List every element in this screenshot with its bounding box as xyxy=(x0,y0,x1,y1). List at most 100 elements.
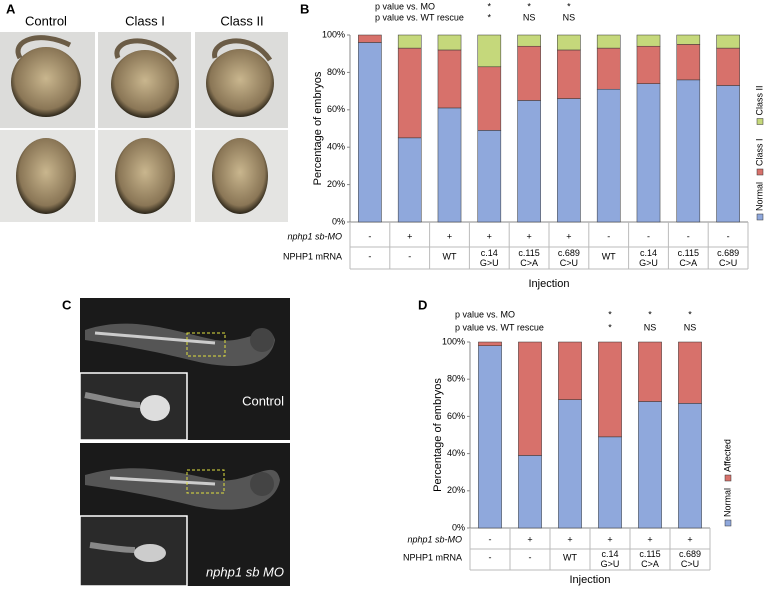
bar-segment xyxy=(477,130,502,223)
table-cell: c.14 G>U xyxy=(639,248,658,268)
photo-caption: Control xyxy=(242,393,284,408)
table-cell: - xyxy=(368,251,371,261)
row-label: NPHP1 mRNA xyxy=(283,251,342,261)
photo-caption: nphp1 sb MO xyxy=(206,564,284,579)
bar-segment xyxy=(596,34,621,49)
panel-c-photos xyxy=(79,298,290,587)
table-cell: c.689 C>U xyxy=(558,248,580,268)
bar-segment xyxy=(638,341,662,402)
significance-mark: * xyxy=(488,12,492,22)
panel-label: C xyxy=(62,297,72,312)
significance-mark: NS xyxy=(684,322,697,332)
legend-label: Class II xyxy=(754,85,764,115)
bar-segment xyxy=(676,79,701,223)
y-tick-label: 60% xyxy=(447,411,465,421)
table-cell: - xyxy=(529,552,532,562)
bar-segment xyxy=(636,45,661,84)
table-cell: + xyxy=(567,534,572,544)
table-cell: + xyxy=(607,534,612,544)
y-tick-label: 40% xyxy=(447,448,465,458)
bar-segment xyxy=(716,85,740,223)
y-axis-label: Percentage of embryos xyxy=(312,71,324,185)
bar-segment xyxy=(636,83,661,223)
table-cell: + xyxy=(647,534,652,544)
table-cell: - xyxy=(647,231,650,241)
significance-mark: * xyxy=(688,309,692,319)
table-cell: + xyxy=(527,534,532,544)
table-cell: - xyxy=(687,231,690,241)
y-tick-label: 80% xyxy=(327,67,345,77)
bar-segment xyxy=(478,341,502,346)
bar-segment xyxy=(477,34,502,68)
bar-segment xyxy=(397,137,422,223)
row-label: nphp1 sb-MO xyxy=(287,231,342,241)
bar-segment xyxy=(437,49,462,109)
x-axis-label: Injection xyxy=(570,574,611,586)
bar-segment xyxy=(517,45,541,101)
y-tick-label: 60% xyxy=(327,104,345,114)
bar-segment xyxy=(557,49,581,99)
bar-segment xyxy=(678,341,702,404)
legend-swatch xyxy=(724,474,732,482)
table-cell: WT xyxy=(602,251,616,261)
legend-swatch xyxy=(756,118,764,125)
table-cell: WT xyxy=(443,251,457,261)
bar-segment xyxy=(676,44,701,81)
panel-a-photos xyxy=(0,32,288,222)
legend-label: Class I xyxy=(754,138,764,166)
bar-segment xyxy=(596,47,621,90)
legend-label: Affected xyxy=(722,439,732,472)
annotation-label: p value vs. WT rescue xyxy=(455,322,544,332)
table-cell: c.689 C>U xyxy=(717,248,739,268)
significance-mark: NS xyxy=(563,12,576,22)
table-cell: c.14 G>U xyxy=(601,549,620,569)
y-tick-label: 100% xyxy=(322,29,345,39)
photo-caption: Class II xyxy=(220,13,263,28)
bar-segment xyxy=(676,34,701,45)
table-cell: + xyxy=(687,534,692,544)
bar-segment xyxy=(716,47,740,86)
panel-label: B xyxy=(300,1,309,16)
annotation-label: p value vs. MO xyxy=(375,1,435,11)
bar-segment xyxy=(596,88,621,223)
bar-segment xyxy=(557,34,581,51)
row-label: nphp1 sb-MO xyxy=(407,534,462,544)
annotation-label: p value vs. MO xyxy=(455,309,515,319)
legend: Normal Class I Class II xyxy=(754,85,764,221)
annotation-label: p value vs. WT rescue xyxy=(375,12,464,22)
y-tick-label: 0% xyxy=(332,216,345,226)
panel-label: D xyxy=(418,297,427,312)
bar-segment xyxy=(478,345,502,529)
legend-label: Normal xyxy=(722,488,732,517)
bar-segment xyxy=(437,107,462,223)
table-cell: WT xyxy=(563,552,577,562)
significance-mark: NS xyxy=(523,12,536,22)
significance-mark: * xyxy=(488,1,492,11)
bar-segment xyxy=(557,98,581,223)
photo-caption: Control xyxy=(25,13,67,28)
table-cell: - xyxy=(727,231,730,241)
y-tick-label: 40% xyxy=(327,142,345,152)
legend-swatch xyxy=(724,519,732,527)
legend-label: Normal xyxy=(754,182,764,211)
bar-segment xyxy=(598,436,622,529)
row-label: NPHP1 mRNA xyxy=(403,552,462,562)
significance-mark: * xyxy=(527,1,531,11)
y-tick-label: 20% xyxy=(447,485,465,495)
y-tick-label: 80% xyxy=(447,374,465,384)
table-cell: + xyxy=(487,231,492,241)
bar-segment xyxy=(517,100,541,223)
bar-segment xyxy=(518,341,542,456)
y-axis-label: Percentage of embryos xyxy=(432,378,444,492)
table-cell: + xyxy=(407,231,412,241)
bar-segment xyxy=(518,455,542,529)
x-axis-label: Injection xyxy=(529,278,570,290)
table-cell: - xyxy=(368,231,371,241)
panel-labels: A B C D Control Class I Class II Control… xyxy=(6,1,427,579)
table-cell: c.14 G>U xyxy=(480,248,499,268)
bar-segment xyxy=(517,34,541,47)
bar-segment xyxy=(558,341,582,400)
bar-segment xyxy=(716,34,740,49)
significance-mark: * xyxy=(608,322,612,332)
photo-caption: Class I xyxy=(125,13,165,28)
